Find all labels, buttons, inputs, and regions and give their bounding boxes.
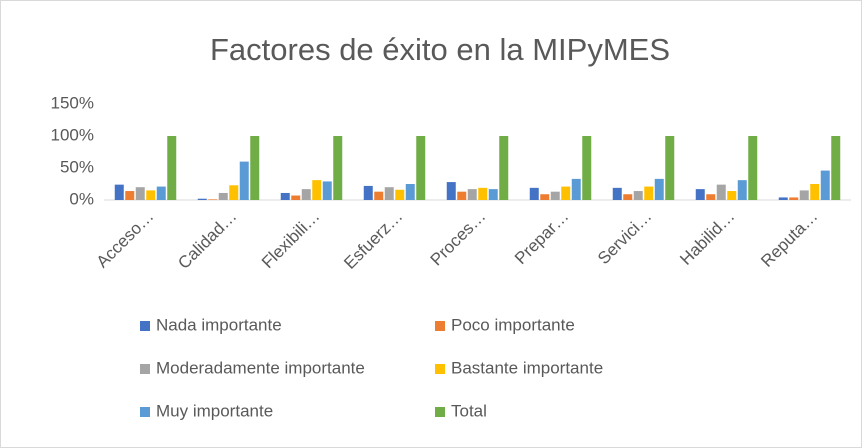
bar xyxy=(665,136,675,200)
bar xyxy=(737,180,747,200)
bar xyxy=(156,186,166,200)
bar xyxy=(197,198,207,200)
bar xyxy=(820,170,830,200)
bar xyxy=(695,189,705,200)
legend-label: Bastante importante xyxy=(451,358,603,377)
bar xyxy=(218,192,228,200)
bar xyxy=(550,191,560,200)
bar xyxy=(395,189,405,200)
bar xyxy=(831,136,841,200)
bar xyxy=(333,136,343,200)
bar xyxy=(467,189,477,200)
bar xyxy=(654,178,664,200)
legend-swatch xyxy=(435,407,445,417)
bar xyxy=(322,181,332,200)
bar xyxy=(280,192,290,200)
bar xyxy=(114,184,124,200)
bar xyxy=(644,186,654,200)
bar xyxy=(540,194,550,200)
bar xyxy=(374,191,384,200)
bar xyxy=(706,194,716,200)
bar xyxy=(405,184,415,200)
bar xyxy=(778,197,788,200)
legend-label: Muy importante xyxy=(156,401,273,420)
bar xyxy=(416,136,426,200)
bar xyxy=(239,161,249,200)
bar xyxy=(146,190,156,200)
legend-swatch xyxy=(140,364,150,374)
bar xyxy=(748,136,758,200)
y-tick-label: 150% xyxy=(51,93,94,112)
legend-label: Total xyxy=(451,401,487,420)
bar xyxy=(208,199,218,200)
bar xyxy=(291,195,301,200)
bar xyxy=(810,184,820,200)
bar xyxy=(250,136,260,200)
bar xyxy=(789,197,799,200)
legend-label: Moderadamente importante xyxy=(156,358,365,377)
bar xyxy=(457,191,467,200)
legend-label: Nada importante xyxy=(156,315,282,334)
bar xyxy=(312,180,322,200)
bar xyxy=(612,187,622,200)
bar xyxy=(799,190,809,200)
legend-label: Poco importante xyxy=(451,315,575,334)
bar xyxy=(446,182,456,200)
bar xyxy=(301,189,311,200)
chart-title: Factores de éxito en la MIPyMES xyxy=(210,32,670,67)
legend-swatch xyxy=(140,407,150,417)
bar xyxy=(716,184,726,200)
bar xyxy=(499,136,509,200)
bar xyxy=(135,187,145,200)
legend-swatch xyxy=(140,321,150,331)
bar xyxy=(571,178,581,200)
bar xyxy=(561,186,571,200)
bar xyxy=(623,194,633,200)
bar xyxy=(633,191,643,200)
bar xyxy=(167,136,177,200)
legend-swatch xyxy=(435,364,445,374)
bar xyxy=(727,191,737,200)
bar xyxy=(229,185,239,200)
bar xyxy=(488,189,498,200)
bar xyxy=(125,191,135,200)
bar xyxy=(529,187,539,200)
legend-swatch xyxy=(435,321,445,331)
y-tick-label: 0% xyxy=(69,189,94,208)
y-tick-label: 50% xyxy=(60,157,94,176)
bar xyxy=(582,136,592,200)
bar xyxy=(384,187,394,200)
bar xyxy=(478,187,488,200)
y-tick-label: 100% xyxy=(51,125,94,144)
bar xyxy=(363,185,373,200)
